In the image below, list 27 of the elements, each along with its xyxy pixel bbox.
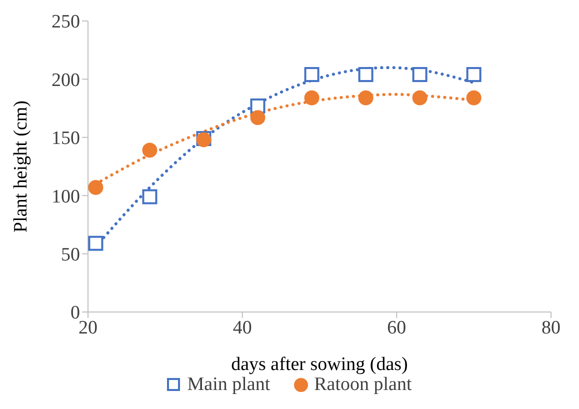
point	[250, 110, 266, 126]
point	[358, 90, 374, 106]
y-axis-title: Plant height (cm)	[10, 100, 32, 232]
point	[142, 142, 158, 158]
point	[142, 189, 158, 204]
point	[466, 90, 482, 106]
point	[412, 67, 428, 82]
legend-label: Ratoon plant	[314, 374, 412, 396]
y-tick-label: 0	[70, 302, 80, 324]
point	[412, 90, 428, 106]
y-tick-label: 150	[52, 128, 80, 150]
x-tick-label: 40	[232, 317, 252, 338]
point	[358, 67, 374, 82]
legend-label: Main plant	[187, 374, 270, 396]
x-tick-label: 20	[78, 317, 98, 338]
x-tick-label: 80	[542, 317, 560, 338]
y-tick-label: 250	[52, 12, 80, 33]
point	[88, 236, 104, 251]
x-tick-label: 60	[387, 317, 406, 338]
x-axis-title: days after sowing (das)	[231, 354, 408, 375]
y-tick-label: 200	[52, 70, 80, 91]
y-tick-label: 50	[61, 244, 80, 266]
point	[88, 180, 104, 195]
point	[304, 67, 320, 82]
point	[304, 90, 320, 106]
y-tick-label: 100	[52, 186, 80, 208]
point	[466, 67, 482, 82]
